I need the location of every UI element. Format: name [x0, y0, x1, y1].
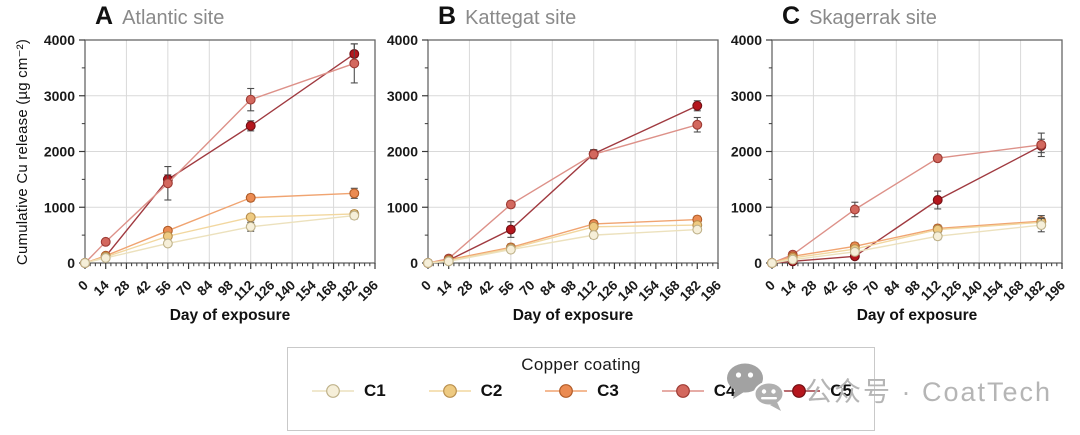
chart-skagerrak: 0 14 28 42 56 70 84 981121261401541681821960100…: [731, 32, 1069, 324]
svg-text:84: 84: [881, 277, 903, 299]
svg-text:1000: 1000: [387, 199, 418, 215]
chart-atlantic: 0 14 28 42 56 70 84 981121261401541681821960100…: [44, 32, 382, 324]
svg-text:56: 56: [153, 277, 175, 299]
svg-text:70: 70: [516, 278, 537, 299]
svg-text:14: 14: [778, 277, 800, 299]
svg-text:0: 0: [762, 278, 778, 294]
chart-kattegat: 0 14 28 42 56 70 84 981121261401541681821960100…: [387, 32, 725, 324]
legend-copper-coating: Copper coating C1 C2 C3 C4 C5: [287, 347, 875, 431]
legend-item-c2: C2: [427, 381, 503, 401]
panel-letter-b: B: [438, 2, 457, 30]
svg-text:28: 28: [111, 277, 133, 299]
panel-letter-a: A: [95, 2, 114, 30]
legend-marker-c1: [312, 384, 354, 398]
legend-item-c5: C5: [776, 381, 852, 401]
svg-text:14: 14: [91, 277, 113, 299]
svg-text:4000: 4000: [387, 32, 418, 48]
svg-text:2000: 2000: [387, 144, 418, 160]
svg-text:28: 28: [454, 277, 476, 299]
legend-marker-c4: [661, 384, 704, 398]
svg-text:84: 84: [537, 277, 559, 299]
svg-text:84: 84: [194, 277, 216, 299]
panel-title-atlantic: A Atlantic site: [95, 2, 224, 31]
svg-text:Day of exposure: Day of exposure: [170, 307, 291, 324]
svg-text:28: 28: [798, 277, 820, 299]
svg-text:4000: 4000: [731, 32, 762, 48]
svg-text:42: 42: [819, 278, 840, 299]
svg-text:56: 56: [496, 277, 518, 299]
legend-item-c4: C4: [660, 381, 736, 401]
legend-item-c3: C3: [543, 381, 619, 401]
svg-text:0: 0: [754, 255, 762, 271]
svg-text:4000: 4000: [44, 32, 75, 48]
svg-text:Day of exposure: Day of exposure: [857, 307, 978, 324]
legend-title: Copper coating: [521, 355, 641, 374]
legend-marker-c2: [428, 384, 471, 398]
svg-text:3000: 3000: [387, 88, 418, 104]
svg-text:0: 0: [67, 255, 75, 271]
svg-text:42: 42: [132, 278, 153, 299]
svg-text:1000: 1000: [44, 199, 75, 215]
svg-text:3000: 3000: [731, 88, 762, 104]
legend-label-c5: C5: [830, 381, 852, 400]
panel-letter-c: C: [782, 2, 801, 30]
svg-text:56: 56: [840, 277, 862, 299]
legend-marker-c3: [545, 384, 588, 398]
svg-text:3000: 3000: [44, 88, 75, 104]
svg-text:2000: 2000: [731, 144, 762, 160]
svg-text:196: 196: [1042, 277, 1069, 304]
legend-label-c3: C3: [597, 381, 619, 400]
panel-title-kattegat: B Kattegat site: [438, 2, 576, 31]
panel-site-kattegat: Kattegat site: [465, 7, 577, 29]
panel-site-skagerrak: Skagerrak site: [809, 7, 937, 29]
panel-title-skagerrak: C Skagerrak site: [782, 2, 937, 31]
svg-text:2000: 2000: [44, 144, 75, 160]
svg-text:Day of exposure: Day of exposure: [513, 307, 634, 324]
legend-items: C1 C2 C3 C4 C5: [288, 375, 874, 401]
legend-item-c1: C1: [310, 381, 386, 401]
svg-text:0: 0: [418, 278, 434, 294]
legend-label-c2: C2: [480, 381, 503, 400]
svg-text:70: 70: [860, 278, 881, 299]
legend-label-c4: C4: [713, 381, 736, 400]
legend-marker-c5: [778, 384, 821, 398]
svg-text:42: 42: [475, 278, 496, 299]
legend-label-c1: C1: [364, 381, 386, 400]
svg-text:0: 0: [75, 278, 91, 294]
svg-text:1000: 1000: [731, 199, 762, 215]
panel-site-atlantic: Atlantic site: [122, 7, 225, 29]
svg-text:14: 14: [434, 277, 456, 299]
svg-text:70: 70: [173, 278, 194, 299]
svg-text:0: 0: [410, 255, 418, 271]
